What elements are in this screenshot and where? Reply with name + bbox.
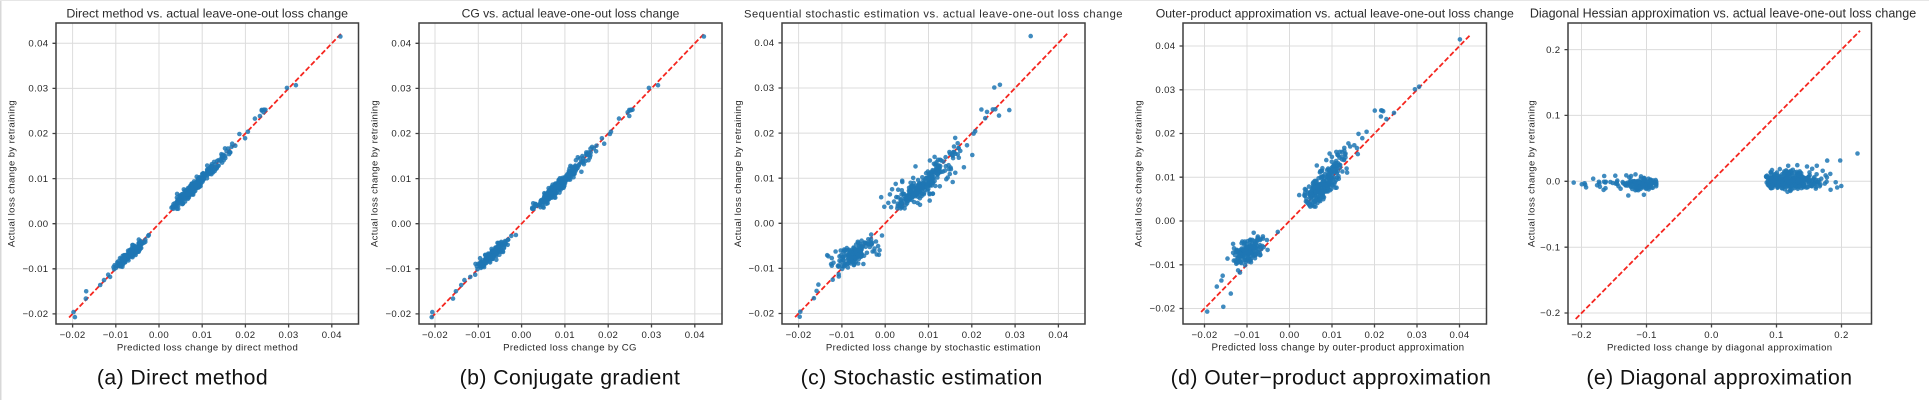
- svg-text:CG vs. actual leave-one-out lo: CG vs. actual leave-one-out loss change: [462, 6, 680, 20]
- svg-text:0.2: 0.2: [1546, 45, 1560, 56]
- svg-text:0.04: 0.04: [754, 38, 774, 49]
- svg-text:0.1: 0.1: [1769, 330, 1783, 341]
- svg-text:0.02: 0.02: [391, 129, 411, 140]
- svg-text:0.00: 0.00: [391, 219, 411, 230]
- svg-text:0.0: 0.0: [1704, 330, 1718, 341]
- svg-text:Outer-product approximation vs: Outer-product approximation vs. actual l…: [1156, 6, 1514, 20]
- svg-text:0.03: 0.03: [1155, 85, 1175, 96]
- svg-text:0.00: 0.00: [28, 219, 48, 230]
- svg-text:(b) Conjugate gradient: (b) Conjugate gradient: [460, 366, 681, 389]
- svg-text:−0.1: −0.1: [1636, 330, 1656, 341]
- svg-text:0.03: 0.03: [641, 330, 661, 341]
- svg-text:−0.01: −0.01: [1234, 330, 1260, 341]
- svg-text:Actual loss change by retraini: Actual loss change by retraining: [1133, 100, 1144, 247]
- svg-text:−0.02: −0.02: [22, 309, 48, 320]
- svg-text:0.03: 0.03: [1005, 330, 1025, 341]
- svg-text:−0.02: −0.02: [748, 309, 774, 320]
- svg-text:Predicted loss change by direc: Predicted loss change by direct method: [117, 342, 298, 353]
- svg-text:Actual loss change by retraini: Actual loss change by retraining: [733, 100, 744, 247]
- svg-text:0.01: 0.01: [754, 173, 774, 184]
- svg-text:0.01: 0.01: [391, 174, 411, 185]
- svg-text:0.03: 0.03: [279, 330, 299, 341]
- svg-text:0.02: 0.02: [754, 128, 774, 139]
- svg-text:0.04: 0.04: [1155, 41, 1175, 52]
- svg-text:0.02: 0.02: [28, 129, 48, 140]
- svg-text:0.04: 0.04: [28, 39, 48, 50]
- svg-text:−0.01: −0.01: [1149, 260, 1175, 271]
- svg-text:0.00: 0.00: [1279, 330, 1299, 341]
- svg-text:−0.01: −0.01: [748, 264, 774, 275]
- svg-text:(e) Diagonal approximation: (e) Diagonal approximation: [1586, 366, 1852, 389]
- svg-text:0.04: 0.04: [685, 330, 705, 341]
- svg-text:Sequential stochastic estimati: Sequential stochastic estimation vs. act…: [744, 8, 1123, 20]
- svg-text:−0.01: −0.01: [465, 330, 491, 341]
- svg-text:0.04: 0.04: [391, 39, 411, 50]
- svg-text:0.01: 0.01: [192, 330, 212, 341]
- svg-text:−0.02: −0.02: [60, 330, 86, 341]
- svg-text:Predicted loss change by outer: Predicted loss change by outer-product a…: [1212, 342, 1465, 353]
- svg-text:0.04: 0.04: [1048, 330, 1068, 341]
- svg-text:0.00: 0.00: [1155, 216, 1175, 227]
- svg-text:0.2: 0.2: [1834, 330, 1848, 341]
- svg-text:0.02: 0.02: [1364, 330, 1384, 341]
- svg-text:−0.2: −0.2: [1540, 308, 1560, 319]
- svg-text:0.02: 0.02: [235, 330, 255, 341]
- svg-text:−0.02: −0.02: [422, 330, 448, 341]
- svg-text:0.01: 0.01: [918, 330, 938, 341]
- svg-text:−0.01: −0.01: [103, 330, 129, 341]
- svg-text:(c) Stochastic estimation: (c) Stochastic estimation: [801, 366, 1043, 389]
- svg-text:Predicted loss change by CG: Predicted loss change by CG: [503, 342, 637, 353]
- svg-text:0.03: 0.03: [754, 83, 774, 94]
- svg-text:Actual loss change by retraini: Actual loss change by retraining: [370, 100, 381, 247]
- svg-text:0.03: 0.03: [391, 84, 411, 95]
- svg-text:0.02: 0.02: [962, 330, 982, 341]
- svg-text:−0.02: −0.02: [1191, 330, 1217, 341]
- svg-text:0.03: 0.03: [28, 84, 48, 95]
- svg-text:0.1: 0.1: [1546, 111, 1560, 122]
- svg-text:Actual loss change by retraini: Actual loss change by retraining: [1527, 100, 1538, 247]
- svg-text:Actual loss change by retraini: Actual loss change by retraining: [6, 100, 17, 247]
- svg-text:0.03: 0.03: [1407, 330, 1427, 341]
- svg-text:0.00: 0.00: [875, 330, 895, 341]
- svg-text:0.00: 0.00: [149, 330, 169, 341]
- svg-text:−0.2: −0.2: [1571, 330, 1591, 341]
- svg-text:−0.02: −0.02: [1149, 304, 1175, 315]
- svg-text:0.04: 0.04: [322, 330, 342, 341]
- svg-text:0.01: 0.01: [555, 330, 575, 341]
- svg-text:Predicted loss change by diago: Predicted loss change by diagonal approx…: [1607, 342, 1833, 353]
- svg-text:Diagonal Hessian approximation: Diagonal Hessian approximation vs. actua…: [1530, 6, 1916, 20]
- svg-text:−0.02: −0.02: [385, 309, 411, 320]
- svg-text:0.04: 0.04: [1449, 330, 1469, 341]
- svg-text:−0.1: −0.1: [1540, 242, 1560, 253]
- svg-text:−0.01: −0.01: [829, 330, 855, 341]
- svg-text:−0.02: −0.02: [786, 330, 812, 341]
- svg-text:−0.01: −0.01: [385, 264, 411, 275]
- svg-text:(a) Direct method: (a) Direct method: [97, 366, 268, 389]
- svg-text:Direct method vs. actual leave: Direct method vs. actual leave-one-out l…: [66, 6, 348, 20]
- svg-text:0.0: 0.0: [1546, 177, 1560, 188]
- svg-text:0.01: 0.01: [1155, 172, 1175, 183]
- svg-text:0.01: 0.01: [28, 174, 48, 185]
- svg-text:0.02: 0.02: [598, 330, 618, 341]
- svg-text:0.02: 0.02: [1155, 129, 1175, 140]
- svg-text:0.00: 0.00: [754, 219, 774, 230]
- svg-text:−0.01: −0.01: [22, 264, 48, 275]
- svg-text:Predicted loss change by stoch: Predicted loss change by stochastic esti…: [826, 342, 1041, 353]
- svg-text:0.00: 0.00: [512, 330, 532, 341]
- svg-text:(d) Outer−product approximatio: (d) Outer−product approximation: [1171, 366, 1492, 389]
- svg-text:0.01: 0.01: [1322, 330, 1342, 341]
